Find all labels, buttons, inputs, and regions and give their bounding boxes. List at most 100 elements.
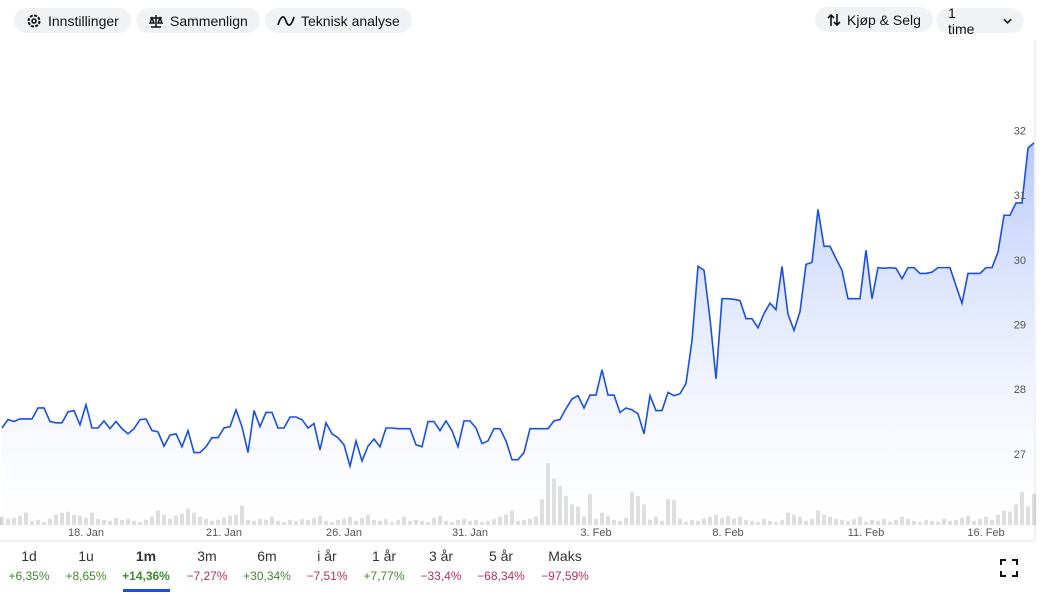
volume-bar bbox=[372, 519, 376, 525]
volume-bar bbox=[384, 518, 388, 525]
buy-sell-button[interactable]: Kjøp & Selg bbox=[815, 7, 933, 32]
volume-bar bbox=[882, 518, 886, 525]
volume-bar bbox=[258, 518, 262, 525]
volume-bar bbox=[756, 521, 760, 525]
volume-bar bbox=[102, 519, 106, 525]
volume-bar bbox=[420, 520, 424, 525]
volume-bar bbox=[594, 518, 598, 525]
volume-bar bbox=[126, 518, 130, 525]
volume-bar bbox=[552, 478, 556, 525]
volume-bar bbox=[402, 516, 406, 525]
volume-bar bbox=[690, 519, 694, 525]
range-label: 3 år bbox=[428, 548, 454, 564]
volume-bar bbox=[672, 500, 676, 525]
selected-underline bbox=[123, 589, 170, 592]
volume-bar bbox=[516, 520, 520, 525]
range-tab[interactable]: 3m −7,27% bbox=[177, 548, 237, 583]
range-change: +30,34% bbox=[243, 569, 291, 583]
volume-bar bbox=[1032, 494, 1036, 525]
range-tab[interactable]: 5 år −68,34% bbox=[471, 548, 531, 583]
volume-bar bbox=[834, 518, 838, 525]
volume-bar bbox=[816, 510, 820, 525]
volume-bar bbox=[276, 520, 280, 525]
range-tab[interactable]: 1m +14,36% bbox=[116, 548, 176, 583]
volume-bar bbox=[24, 512, 28, 525]
volume-bar bbox=[810, 518, 814, 525]
y-tick-label: 28 bbox=[1014, 384, 1026, 396]
x-tick-label: 8. Feb bbox=[712, 527, 743, 539]
volume-bar bbox=[312, 517, 316, 525]
chevron bbox=[1003, 18, 1012, 24]
volume-bar bbox=[456, 519, 460, 525]
volume-bar bbox=[408, 520, 412, 525]
volume-bar bbox=[858, 516, 862, 525]
volume-bar bbox=[732, 518, 736, 525]
volume-bar bbox=[930, 520, 934, 525]
volume-bar bbox=[270, 516, 274, 525]
range-tab[interactable]: 6m +30,34% bbox=[237, 548, 297, 583]
volume-bar bbox=[42, 521, 46, 525]
volume-bar bbox=[474, 519, 478, 525]
x-tick-label: 21. Jan bbox=[206, 527, 242, 539]
volume-bar bbox=[210, 520, 214, 525]
volume-bar bbox=[240, 505, 244, 525]
volume-bar bbox=[318, 515, 322, 525]
volume-bar bbox=[450, 521, 454, 525]
range-tab[interactable]: Maks −97,59% bbox=[535, 548, 595, 583]
volume-bar bbox=[984, 516, 988, 525]
volume-bar bbox=[1002, 510, 1006, 525]
volume-bar bbox=[960, 517, 964, 525]
volume-bar bbox=[600, 512, 604, 525]
range-tab[interactable]: 3 år −33,4% bbox=[411, 548, 471, 583]
volume-bar bbox=[900, 516, 904, 525]
volume-bar bbox=[750, 520, 754, 525]
y-tick-label: 32 bbox=[1014, 126, 1026, 138]
volume-bar bbox=[264, 519, 268, 525]
volume-bar bbox=[666, 499, 670, 525]
settings-button[interactable]: Innstillinger bbox=[14, 8, 131, 33]
interval-select[interactable]: 1 time bbox=[936, 5, 1024, 37]
volume-bar bbox=[906, 518, 910, 525]
volume-bar bbox=[336, 519, 340, 525]
fullscreen-button[interactable] bbox=[1000, 559, 1018, 577]
button-label: Innstillinger bbox=[48, 12, 119, 29]
range-tab[interactable]: 1u +8,65% bbox=[56, 548, 116, 583]
volume-bar bbox=[342, 518, 346, 525]
volume-bar bbox=[798, 516, 802, 525]
price-line bbox=[1, 142, 1035, 470]
x-tick-label: 18. Jan bbox=[68, 527, 104, 539]
y-tick-label: 29 bbox=[1014, 320, 1026, 332]
volume-bar bbox=[0, 516, 4, 525]
volume-bar bbox=[228, 515, 232, 525]
volume-bar bbox=[150, 516, 154, 525]
volume-bar bbox=[606, 515, 610, 525]
volume-bar bbox=[426, 521, 430, 525]
range-tab[interactable]: 1 år +7,77% bbox=[354, 548, 414, 583]
range-change: −7,27% bbox=[186, 569, 228, 583]
volume-bar bbox=[396, 519, 400, 525]
volume-bar bbox=[540, 499, 544, 525]
range-tab[interactable]: i år −7,51% bbox=[297, 548, 357, 583]
volume-bar bbox=[528, 518, 532, 525]
volume-bar bbox=[84, 517, 88, 525]
volume-bar bbox=[438, 515, 442, 525]
volume-bar bbox=[18, 515, 22, 525]
volume-bar bbox=[186, 508, 190, 525]
volume-bar bbox=[522, 519, 526, 525]
volume-bar bbox=[918, 521, 922, 525]
volume-bar bbox=[966, 515, 970, 525]
volume-bar bbox=[246, 519, 250, 525]
scale-icon bbox=[148, 14, 164, 28]
volume-bar bbox=[822, 514, 826, 525]
volume-bar bbox=[492, 518, 496, 525]
volume-bar bbox=[414, 519, 418, 525]
volume-bar bbox=[978, 518, 982, 525]
range-change: −97,59% bbox=[541, 569, 589, 583]
volume-bar bbox=[306, 519, 310, 525]
compare-button[interactable]: Sammenlign bbox=[136, 8, 260, 33]
range-tab[interactable]: 1d +6,35% bbox=[0, 548, 59, 583]
volume-bar bbox=[762, 518, 766, 525]
volume-bar bbox=[294, 520, 298, 525]
x-tick-label: 31. Jan bbox=[452, 527, 488, 539]
analysis-button[interactable]: Teknisk analyse bbox=[265, 8, 412, 33]
